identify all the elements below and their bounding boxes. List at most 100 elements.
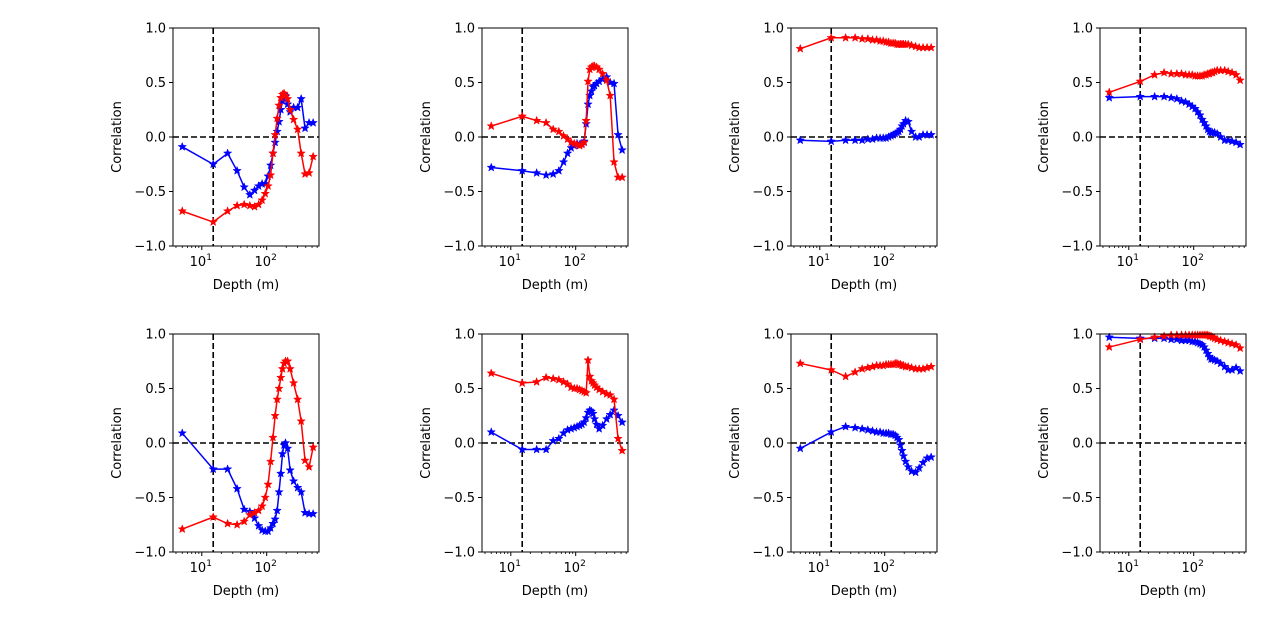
series-1 <box>486 72 627 180</box>
data-point <box>285 465 295 475</box>
data-point <box>597 420 608 430</box>
data-point <box>239 516 249 526</box>
data-point <box>486 427 497 437</box>
subplot-2: 1.0 0.5 0.0 −0.5 −1.0 101 102 Depth (m) Correlat… <box>419 22 629 293</box>
data-point <box>274 100 284 110</box>
data-point <box>268 518 278 528</box>
data-point <box>840 32 851 42</box>
data-point <box>1135 91 1145 101</box>
subplot-8: 1.0 0.5 0.0 −0.5 −1.0 101 102 Depth (m) Correlat… <box>1037 328 1247 599</box>
x-axis-label: Depth (m) <box>831 584 898 599</box>
data-point <box>585 371 595 381</box>
data-point <box>177 524 188 534</box>
y-tick-label: 1.0 <box>454 328 475 343</box>
data-point <box>177 428 188 438</box>
data-point <box>857 423 867 433</box>
y-tick-label: 0.0 <box>145 131 166 146</box>
data-point <box>282 99 293 109</box>
y-axis-label: Correlation <box>728 407 743 479</box>
data-point <box>562 148 573 158</box>
subplot-3: 1.0 0.5 0.0 −0.5 −1.0 101 102 Depth (m) Correlat… <box>728 22 938 293</box>
y-tick-label: 1.0 <box>454 22 475 37</box>
data-point <box>270 410 280 420</box>
data-point <box>277 363 288 373</box>
x-axis-label: Depth (m) <box>522 584 589 599</box>
data-point <box>1166 92 1176 102</box>
data-point <box>272 505 282 515</box>
y-tick-label: 1.0 <box>1072 22 1093 37</box>
data-point <box>609 78 619 88</box>
data-point <box>292 124 303 134</box>
data-point <box>232 200 242 210</box>
data-point <box>583 76 593 86</box>
data-point <box>270 137 280 147</box>
y-tick-label: 0.0 <box>454 437 475 452</box>
data-point <box>579 137 589 147</box>
data-point <box>541 372 551 382</box>
y-tick-label: 0.5 <box>763 76 784 91</box>
x-axis-label: Depth (m) <box>213 584 280 599</box>
data-point <box>296 487 306 497</box>
series-1 <box>177 428 318 536</box>
x-tick-label: 102 <box>1182 253 1204 270</box>
data-point <box>558 376 569 387</box>
data-point <box>894 434 904 444</box>
data-point <box>531 444 542 454</box>
x-tick-label: 101 <box>190 559 212 576</box>
data-point <box>840 421 851 431</box>
y-tick-label: 0.0 <box>763 131 784 146</box>
data-point <box>579 417 589 427</box>
y-axis-label: Correlation <box>1037 101 1052 173</box>
x-axis-label: Depth (m) <box>522 278 589 293</box>
data-point <box>296 148 306 158</box>
data-point <box>1159 91 1169 101</box>
series-2 <box>1104 65 1245 97</box>
y-tick-label: −0.5 <box>1061 185 1093 200</box>
data-point <box>1227 67 1237 77</box>
data-point <box>257 501 267 511</box>
data-point <box>277 448 288 458</box>
data-point <box>581 412 591 422</box>
y-tick-label: −1.0 <box>443 240 475 255</box>
data-point <box>926 452 936 462</box>
data-point <box>260 492 271 502</box>
data-point <box>232 519 242 529</box>
data-point <box>548 435 558 445</box>
data-point <box>531 376 542 387</box>
y-tick-label: 0.5 <box>145 76 166 91</box>
y-tick-label: 0.5 <box>1072 382 1093 397</box>
data-point <box>276 104 286 114</box>
data-point <box>222 518 233 528</box>
data-point <box>898 451 909 461</box>
y-tick-label: −1.0 <box>1061 240 1093 255</box>
data-point <box>260 188 271 198</box>
data-point <box>208 159 218 169</box>
data-point <box>308 151 318 161</box>
subplot-4: 1.0 0.5 0.0 −0.5 −1.0 101 102 Depth (m) Correlat… <box>1037 22 1247 293</box>
data-point <box>288 476 299 486</box>
x-tick-label: 102 <box>255 559 277 576</box>
data-point <box>554 165 564 175</box>
subplot-1: 1.0 0.5 0.0 −0.5 −1.0 101 102 Depth (m) Correlat… <box>110 22 320 293</box>
data-point <box>1135 334 1145 344</box>
data-point <box>826 427 836 437</box>
data-point <box>605 90 615 100</box>
data-point <box>265 456 276 466</box>
data-point <box>268 148 278 158</box>
data-point <box>517 378 527 388</box>
data-point <box>274 383 284 393</box>
data-point <box>222 206 233 216</box>
x-tick-label: 101 <box>1117 559 1139 576</box>
data-point <box>609 157 619 167</box>
subplot-7: 1.0 0.5 0.0 −0.5 −1.0 101 102 Depth (m) Correlat… <box>728 328 938 599</box>
y-axis-label: Correlation <box>419 101 434 173</box>
data-point <box>558 157 569 167</box>
y-tick-label: 0.0 <box>763 437 784 452</box>
data-point <box>1235 343 1245 353</box>
x-tick-label: 102 <box>255 253 277 270</box>
data-point <box>826 136 836 146</box>
x-tick-label: 102 <box>873 253 895 270</box>
data-point <box>177 206 188 216</box>
series-2 <box>795 32 936 53</box>
